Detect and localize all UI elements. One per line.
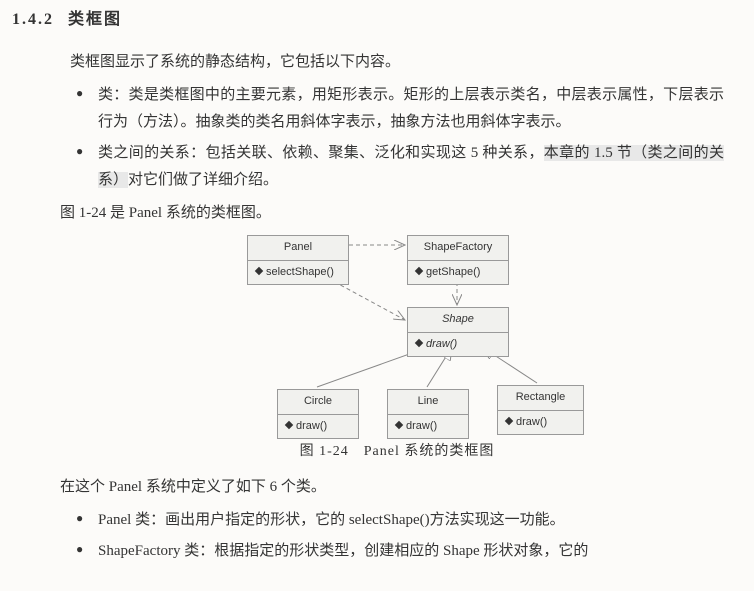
uml-class-name: Panel [248, 236, 348, 261]
paragraph-2: 在这个 Panel 系统中定义了如下 6 个类。 [60, 474, 724, 501]
uml-class-name: Shape [408, 308, 508, 333]
bullet-item: ShapeFactory 类：根据指定的形状类型，创建相应的 Shape 形状对… [70, 538, 724, 565]
visibility-icon [285, 420, 293, 428]
uml-method: draw() [278, 415, 358, 439]
bullet-text: ShapeFactory 类：根据指定的形状类型，创建相应的 Shape 形状对… [98, 543, 588, 559]
uml-class-name: Line [388, 390, 468, 415]
bullet-list-2: Panel 类：画出用户指定的形状，它的 selectShape()方法实现这一… [70, 507, 724, 565]
uml-class-shapefactory: ShapeFactory getShape() [407, 235, 509, 286]
bullet-item: 类：类是类框图中的主要元素，用矩形表示。矩形的上层表示类名，中层表示属性，下层表… [70, 82, 724, 136]
uml-method: draw() [408, 333, 508, 357]
uml-class-name: Circle [278, 390, 358, 415]
figure-intro: 图 1-24 是 Panel 系统的类框图。 [60, 200, 724, 227]
figure-caption: 图 1-24 Panel 系统的类框图 [70, 439, 724, 464]
bullet-item: 类之间的关系：包括关联、依赖、聚集、泛化和实现这 5 种关系，本章的 1.5 节… [70, 140, 724, 194]
bullet-text: 类之间的关系：包括关联、依赖、聚集、泛化和实现这 5 种关系， [98, 145, 544, 161]
visibility-icon [395, 420, 403, 428]
uml-method-text: draw() [406, 420, 437, 432]
bullet-text: Panel 类：画出用户指定的形状，它的 selectShape()方法实现这一… [98, 512, 565, 528]
uml-method-text: draw() [296, 420, 327, 432]
visibility-icon [415, 338, 423, 346]
section-number: 1.4.2 [12, 11, 54, 28]
bullet-list-1: 类：类是类框图中的主要元素，用矩形表示。矩形的上层表示类名，中层表示属性，下层表… [70, 82, 724, 194]
uml-class-name: ShapeFactory [408, 236, 508, 261]
bullet-text: 类：类是类框图中的主要元素，用矩形表示。矩形的上层表示类名，中层表示属性，下层表… [98, 87, 724, 130]
uml-diagram: Panel selectShape() ShapeFactory getShap… [187, 235, 607, 435]
visibility-icon [415, 266, 423, 274]
body-text: 类框图显示了系统的静态结构，它包括以下内容。 类：类是类框图中的主要元素，用矩形… [70, 49, 724, 565]
uml-method: selectShape() [248, 261, 348, 285]
document-page: 1.4.2 类框图 类框图显示了系统的静态结构，它包括以下内容。 类：类是类框图中… [0, 0, 754, 565]
uml-class-shape: Shape draw() [407, 307, 509, 358]
uml-method: draw() [498, 411, 583, 435]
section-title: 类框图 [68, 11, 122, 28]
uml-class-circle: Circle draw() [277, 389, 359, 440]
bullet-text: 对它们做了详细介绍。 [128, 172, 278, 188]
visibility-icon [505, 416, 513, 424]
uml-class-name: Rectangle [498, 386, 583, 411]
bullet-item: Panel 类：画出用户指定的形状，它的 selectShape()方法实现这一… [70, 507, 724, 534]
uml-method-text: draw() [516, 416, 547, 428]
visibility-icon [255, 266, 263, 274]
uml-method-text: draw() [426, 338, 457, 350]
uml-class-panel: Panel selectShape() [247, 235, 349, 286]
section-heading: 1.4.2 类框图 [12, 6, 724, 35]
uml-class-rectangle: Rectangle draw() [497, 385, 584, 436]
uml-method: getShape() [408, 261, 508, 285]
uml-method-text: selectShape() [266, 266, 334, 278]
intro-paragraph: 类框图显示了系统的静态结构，它包括以下内容。 [70, 49, 724, 76]
uml-class-line: Line draw() [387, 389, 469, 440]
uml-method-text: getShape() [426, 266, 480, 278]
uml-method: draw() [388, 415, 468, 439]
